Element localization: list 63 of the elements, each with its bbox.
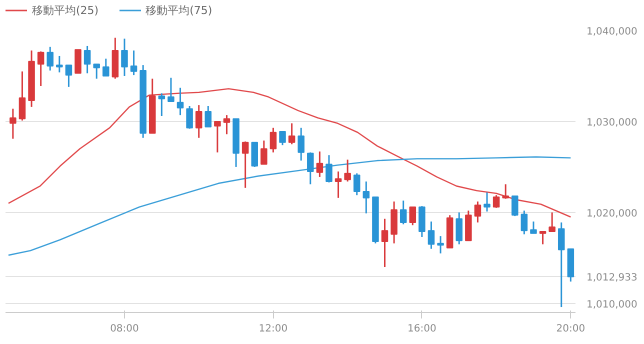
line-series (8, 156, 572, 256)
candlestick (353, 172, 360, 196)
x-tick-label: 16:00 (408, 324, 436, 334)
candlestick (214, 120, 221, 154)
candlestick (56, 55, 63, 74)
candlestick (270, 127, 277, 154)
y-tick-label: 1,010,000 (586, 299, 638, 310)
x-tick-label: 20:00 (556, 324, 586, 334)
candlestick (307, 152, 314, 185)
candlestick (428, 220, 435, 250)
candlestick (242, 140, 249, 189)
candlestick (130, 50, 138, 76)
candlestick (484, 192, 490, 212)
candlestick (102, 58, 110, 77)
candlestick (223, 114, 230, 135)
candlestick (437, 235, 444, 254)
candlestick (204, 105, 212, 128)
candlestick (176, 87, 184, 116)
candlestick (558, 222, 565, 308)
line-series (8, 88, 572, 218)
x-tick-label: 12:00 (258, 324, 288, 334)
candlestick (93, 63, 100, 80)
candlestick (121, 38, 128, 77)
y-tick-label: 1,030,000 (586, 117, 638, 128)
candlestick (186, 105, 193, 130)
candlestick (260, 140, 268, 165)
candlestick (474, 200, 482, 224)
candlestick (10, 108, 16, 140)
candlestick (84, 45, 91, 74)
y-tick-label: 1,012,933 (586, 272, 638, 284)
candlestick (298, 127, 304, 162)
candlestick (168, 77, 174, 102)
candlestick (326, 154, 332, 184)
candlestick (492, 194, 500, 209)
candlestick (18, 70, 26, 122)
candlestick (288, 122, 296, 145)
candlestick (344, 158, 351, 182)
legend-label: 移動平均(25) (32, 2, 99, 18)
candlestick (381, 218, 388, 268)
candlestick (279, 130, 286, 146)
x-tick-label: 08:00 (110, 324, 139, 334)
candlestick (512, 195, 518, 217)
candlestick (316, 150, 324, 178)
candlestick (409, 206, 416, 226)
candlestick (548, 212, 556, 232)
y-tick-label: 1,020,000 (586, 208, 638, 220)
candlestick (539, 230, 546, 246)
candlestick (530, 220, 537, 234)
candlestick (502, 183, 509, 200)
legend-label: 移動平均(75) (146, 2, 212, 18)
candlestick (46, 46, 54, 72)
candlestick (362, 180, 370, 214)
candlestick (334, 170, 342, 199)
candlestick (520, 210, 528, 236)
candlestick (74, 49, 82, 74)
y-tick-label: 1,040,000 (586, 26, 638, 38)
candlestick (400, 200, 407, 226)
candlestick (251, 142, 258, 168)
candlestick (37, 50, 44, 87)
candlestick (158, 92, 166, 117)
candlestick (456, 212, 462, 246)
candlestick (195, 104, 202, 139)
candlestick (65, 64, 72, 88)
